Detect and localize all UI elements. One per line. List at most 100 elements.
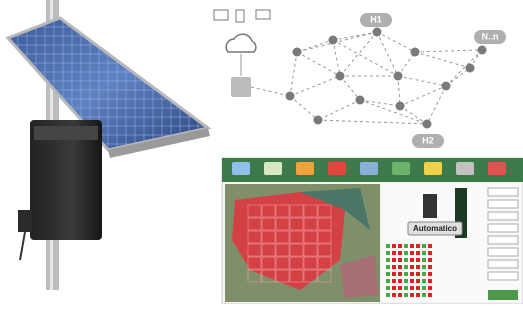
status-indicator xyxy=(428,272,432,276)
status-indicator xyxy=(422,272,426,276)
status-indicator xyxy=(422,279,426,283)
mesh-node xyxy=(314,116,323,125)
mesh-node xyxy=(411,48,420,57)
mesh-link xyxy=(427,86,446,124)
status-indicator xyxy=(428,286,432,290)
status-indicator xyxy=(422,286,426,290)
status-indicator xyxy=(386,286,390,290)
toolbar-icon[interactable] xyxy=(424,162,442,175)
toolbar-icon[interactable] xyxy=(456,162,474,175)
node-label: N..n xyxy=(482,31,499,41)
cable xyxy=(20,232,25,260)
pump-image xyxy=(423,194,437,218)
status-indicator xyxy=(404,286,408,290)
toolbar-icon[interactable] xyxy=(232,162,250,175)
status-indicator xyxy=(416,272,420,276)
status-indicator xyxy=(386,279,390,283)
status-indicator xyxy=(404,258,408,262)
status-indicator xyxy=(398,258,402,262)
input-field xyxy=(488,200,518,208)
status-indicator xyxy=(410,251,414,255)
toolbar-icons xyxy=(232,162,506,175)
toolbar-icon[interactable] xyxy=(360,162,378,175)
enclosure-lid xyxy=(34,126,98,140)
status-indicator xyxy=(398,279,402,283)
status-indicator xyxy=(410,265,414,269)
toolbar-icon[interactable] xyxy=(392,162,410,175)
mesh-link xyxy=(446,68,470,86)
mesh-node xyxy=(423,120,432,129)
input-field xyxy=(488,188,518,196)
mesh-node xyxy=(293,48,302,57)
status-indicator xyxy=(392,293,396,297)
mesh-link xyxy=(290,52,297,96)
toolbar-icon[interactable] xyxy=(296,162,314,175)
input-field xyxy=(488,224,518,232)
status-indicator xyxy=(404,265,408,269)
mesh-link xyxy=(297,52,340,76)
mesh-link xyxy=(318,120,427,124)
network-diagram: H1 N..n H2 xyxy=(214,10,506,148)
mesh-link xyxy=(400,106,427,124)
status-indicator xyxy=(416,279,420,283)
status-indicator xyxy=(422,251,426,255)
software-screenshot: Automatico xyxy=(222,158,523,304)
status-indicator xyxy=(398,265,402,269)
laptop-icon xyxy=(256,10,270,19)
gateway-link xyxy=(251,87,290,96)
mesh-node xyxy=(373,28,382,37)
status-indicator xyxy=(404,251,408,255)
status-indicator xyxy=(410,272,414,276)
input-field xyxy=(488,260,518,268)
status-indicator xyxy=(410,279,414,283)
toolbar-icon[interactable] xyxy=(264,162,282,175)
status-indicator xyxy=(410,258,414,262)
mesh-link xyxy=(377,32,415,52)
mesh-link xyxy=(333,40,398,76)
mesh-link xyxy=(415,52,470,68)
status-indicator xyxy=(392,258,396,262)
status-indicator xyxy=(404,293,408,297)
status-indicator xyxy=(416,293,420,297)
status-indicator xyxy=(392,272,396,276)
phone-icon xyxy=(236,10,244,22)
status-indicator xyxy=(392,265,396,269)
status-indicator xyxy=(416,244,420,248)
status-indicator xyxy=(410,293,414,297)
input-field xyxy=(488,272,518,280)
mesh-link xyxy=(398,76,400,106)
cloud-icon xyxy=(226,34,256,52)
mesh-link xyxy=(360,100,427,124)
status-indicator xyxy=(416,265,420,269)
status-indicator xyxy=(416,286,420,290)
node-label: H1 xyxy=(370,14,382,24)
mesh-node xyxy=(478,46,487,55)
status-indicator xyxy=(392,244,396,248)
status-indicator xyxy=(392,251,396,255)
mesh-link xyxy=(340,76,360,100)
mesh-node xyxy=(286,92,295,101)
connector xyxy=(18,210,32,232)
toolbar-icon[interactable] xyxy=(488,162,506,175)
status-indicator xyxy=(422,265,426,269)
mesh-link xyxy=(446,50,482,86)
mesh-node xyxy=(394,72,403,81)
status-indicator xyxy=(428,265,432,269)
status-indicator xyxy=(404,279,408,283)
status-indicator xyxy=(422,244,426,248)
mesh-link xyxy=(333,32,377,40)
status-indicator xyxy=(398,272,402,276)
action-button[interactable] xyxy=(488,290,518,300)
status-indicator xyxy=(428,279,432,283)
page: H1N..nH2 Automatico (() => { const data … xyxy=(0,0,523,304)
status-indicator xyxy=(428,258,432,262)
status-indicator xyxy=(398,286,402,290)
toolbar-icon[interactable] xyxy=(328,162,346,175)
mesh-node xyxy=(396,102,405,111)
mesh-link xyxy=(318,100,360,120)
mesh-link xyxy=(360,100,400,106)
status-indicator xyxy=(410,286,414,290)
gateway-box xyxy=(231,77,251,97)
node-label: H2 xyxy=(422,135,434,145)
status-indicator xyxy=(386,293,390,297)
